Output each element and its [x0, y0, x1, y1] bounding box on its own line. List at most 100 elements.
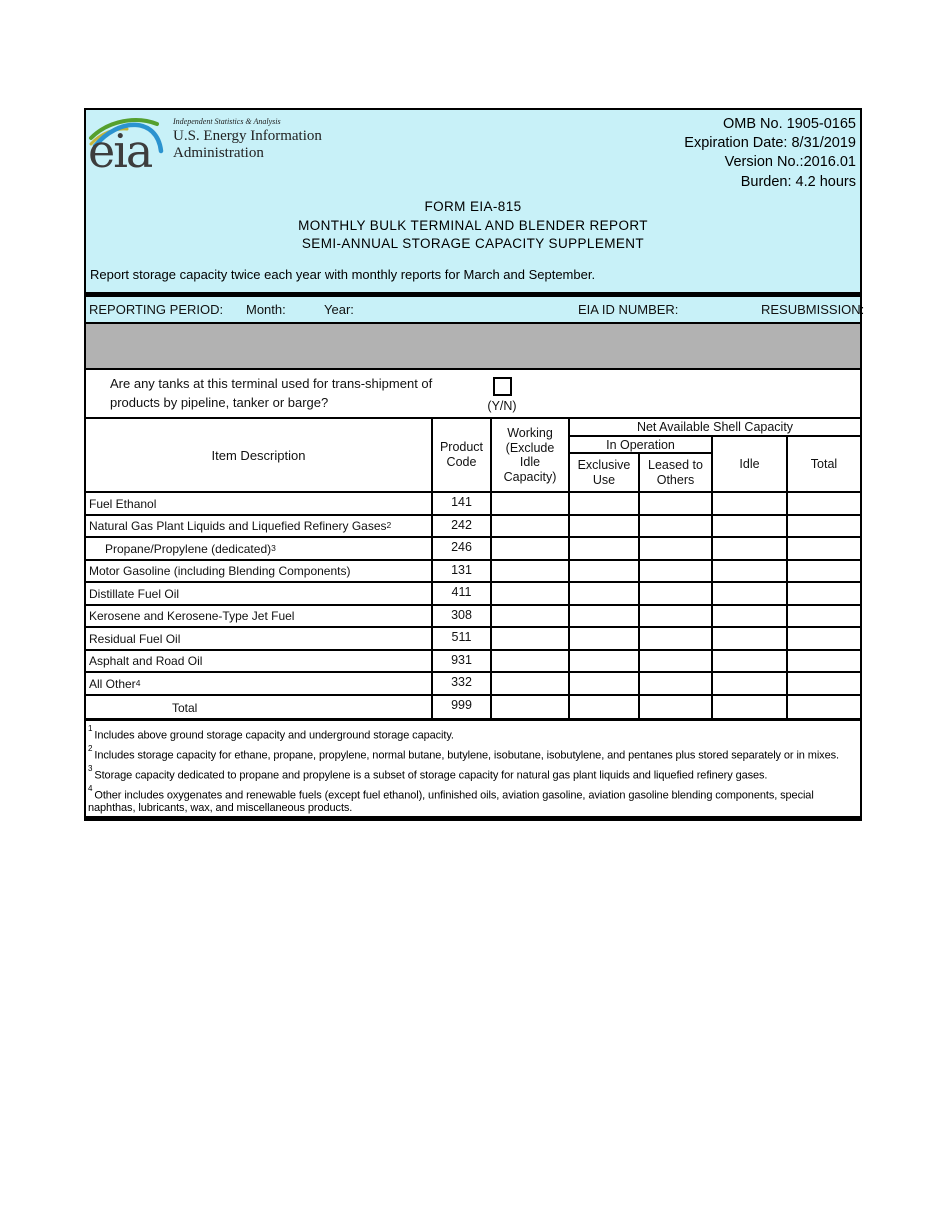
product-code-cell: 141: [433, 493, 492, 514]
item-description-cell: All Other 4: [86, 673, 433, 694]
footnote-3: 3Storage capacity dedicated to propane a…: [88, 763, 768, 782]
working-capacity-cell[interactable]: [492, 538, 570, 559]
item-description-cell: Fuel Ethanol: [86, 493, 433, 514]
exclusive-use-cell[interactable]: [570, 650, 640, 671]
idle-cell[interactable]: [713, 560, 788, 581]
leased-to-others-cell[interactable]: [640, 538, 713, 559]
question-text: Are any tanks at this terminal used for …: [110, 375, 432, 412]
total-cell[interactable]: [788, 538, 860, 559]
exclusive-use-cell[interactable]: [570, 560, 640, 581]
working-capacity-cell[interactable]: [492, 560, 570, 581]
agency-name-line2: Administration: [173, 145, 264, 161]
working-capacity-cell[interactable]: [492, 628, 570, 649]
working-capacity-cell[interactable]: [492, 583, 570, 604]
leased-to-others-cell[interactable]: [640, 583, 713, 604]
leased-to-others-cell[interactable]: [640, 673, 713, 694]
idle-cell[interactable]: [713, 673, 788, 694]
table-row-total: Total 999: [86, 695, 860, 719]
form-title-block: FORM EIA-815 MONTHLY BULK TERMINAL AND B…: [86, 198, 860, 254]
product-code-cell: 308: [433, 605, 492, 626]
item-description-cell: Asphalt and Road Oil: [86, 650, 433, 671]
leased-to-others-cell[interactable]: [640, 628, 713, 649]
storage-capacity-table: Item Description Product Code Working (E…: [86, 417, 860, 721]
item-description-cell: Kerosene and Kerosene-Type Jet Fuel: [86, 605, 433, 626]
agency-name-line1: U.S. Energy Information: [173, 128, 322, 144]
working-capacity-cell[interactable]: [492, 515, 570, 536]
table-row: Asphalt and Road Oil 931: [86, 650, 860, 673]
in-operation-group: In Operation Exclusive Use Leased to Oth…: [570, 437, 713, 491]
form-name-title: MONTHLY BULK TERMINAL AND BLENDER REPORT: [298, 217, 648, 233]
yn-hint-label: (Y/N): [487, 399, 517, 413]
header-band: eia Independent Statistics & Analysis U.…: [86, 110, 860, 292]
total-cell[interactable]: [788, 628, 860, 649]
leased-to-others-cell[interactable]: [640, 650, 713, 671]
exclusive-use-cell[interactable]: [570, 583, 640, 604]
table-row: Fuel Ethanol 141: [86, 493, 860, 516]
table-row: Distillate Fuel Oil 411: [86, 583, 860, 606]
col-header-leased-to-others: Leased to Others: [648, 457, 703, 487]
working-capacity-cell[interactable]: [492, 493, 570, 514]
exclusive-use-cell[interactable]: [570, 673, 640, 694]
item-description-cell: Total: [86, 695, 433, 718]
idle-cell[interactable]: [713, 605, 788, 626]
total-cell[interactable]: [788, 561, 860, 582]
table-row: Propane/Propylene (dedicated) 3 246: [86, 538, 860, 561]
idle-cell[interactable]: [713, 515, 788, 536]
col-header-item-description: Item Description: [86, 419, 433, 491]
col-header-exclusive-use: Exclusive Use: [570, 454, 640, 491]
question-line1: Are any tanks at this terminal used for …: [110, 376, 433, 391]
working-capacity-cell[interactable]: [492, 650, 570, 671]
footnote-2: 2Includes storage capacity for ethane, p…: [88, 743, 839, 762]
part4-header-band: PART 4. STORAGE CAPACITY1(Thousand Barre…: [86, 324, 860, 401]
total-cell[interactable]: [788, 651, 860, 672]
leased-to-others-cell[interactable]: [640, 493, 713, 514]
total-cell[interactable]: [788, 516, 860, 537]
exclusive-use-cell[interactable]: [570, 515, 640, 536]
agency-block: Independent Statistics & Analysis U.S. E…: [173, 117, 322, 162]
product-code-cell: 246: [433, 538, 492, 559]
footnote-1: 1Includes above ground storage capacity …: [88, 724, 454, 742]
total-cell[interactable]: [788, 583, 860, 604]
report-instruction: Report storage capacity twice each year …: [90, 267, 596, 282]
idle-cell[interactable]: [713, 538, 788, 559]
leased-to-others-cell[interactable]: [640, 515, 713, 536]
item-description-cell: Residual Fuel Oil: [86, 628, 433, 649]
trans-shipment-question-row: Are any tanks at this terminal used for …: [86, 370, 860, 417]
table-row: All Other 4 332: [86, 673, 860, 696]
col-header-working-capacity: Working (Exclude Idle Capacity): [492, 419, 570, 491]
exclusive-use-cell[interactable]: [570, 493, 640, 514]
leased-to-others-cell[interactable]: [640, 695, 713, 718]
eia-logo-text: eia: [88, 124, 153, 173]
table-header: Item Description Product Code Working (E…: [86, 419, 860, 493]
total-cell[interactable]: [788, 493, 860, 514]
item-description-cell: Natural Gas Plant Liquids and Liquefied …: [86, 515, 433, 536]
idle-cell[interactable]: [713, 650, 788, 671]
idle-cell[interactable]: [713, 628, 788, 649]
exclusive-use-cell[interactable]: [570, 605, 640, 626]
version-number: Version No.:2016.01: [724, 154, 856, 171]
eia-id-label: EIA ID NUMBER:: [578, 302, 679, 317]
eia-815-form: eia Independent Statistics & Analysis U.…: [84, 108, 865, 821]
idle-cell[interactable]: [713, 695, 788, 718]
footnotes-section: 1Includes above ground storage capacity …: [86, 723, 860, 816]
leased-to-others-cell[interactable]: [640, 605, 713, 626]
working-capacity-cell[interactable]: [492, 605, 570, 626]
total-cell[interactable]: [788, 606, 860, 627]
col-header-in-operation: In Operation: [570, 437, 711, 454]
exclusive-use-cell[interactable]: [570, 538, 640, 559]
total-cell[interactable]: [788, 696, 860, 719]
exclusive-use-cell[interactable]: [570, 628, 640, 649]
trans-shipment-checkbox[interactable]: [493, 377, 512, 396]
item-description-cell: Motor Gasoline (including Blending Compo…: [86, 560, 433, 581]
working-capacity-cell[interactable]: [492, 673, 570, 694]
resubmission-label: RESUBMISSION:: [761, 302, 865, 317]
total-cell[interactable]: [788, 673, 860, 694]
product-code-cell: 999: [433, 695, 492, 718]
exclusive-use-cell[interactable]: [570, 695, 640, 718]
leased-to-others-cell[interactable]: [640, 560, 713, 581]
working-capacity-cell[interactable]: [492, 695, 570, 718]
idle-cell[interactable]: [713, 583, 788, 604]
idle-cell[interactable]: [713, 493, 788, 514]
thick-divider: [86, 292, 860, 297]
